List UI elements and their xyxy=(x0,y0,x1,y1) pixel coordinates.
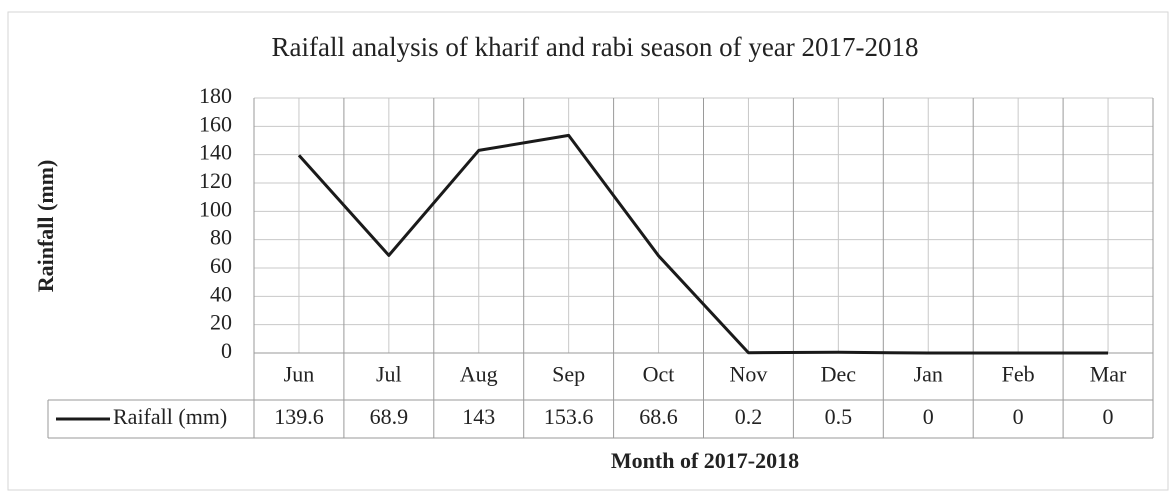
x-tick-label: Dec xyxy=(821,362,857,387)
y-tick-label: 0 xyxy=(221,338,232,363)
table-value: 68.9 xyxy=(370,404,409,429)
x-tick-label: Feb xyxy=(1002,362,1035,387)
table-value: 139.6 xyxy=(274,404,324,429)
y-tick-label: 160 xyxy=(199,111,232,136)
y-tick-label: 80 xyxy=(210,225,232,250)
x-tick-label: Sep xyxy=(552,362,585,387)
table-value: 0 xyxy=(1103,404,1114,429)
x-tick-label: Nov xyxy=(730,362,768,387)
y-tick-label: 20 xyxy=(210,310,232,335)
x-tick-label: Jul xyxy=(376,362,402,387)
y-tick-label: 100 xyxy=(199,196,232,221)
x-tick-label: Oct xyxy=(643,362,675,387)
x-tick-label: Jun xyxy=(284,362,315,387)
x-tick-label: Mar xyxy=(1090,362,1127,387)
x-tick-label: Jan xyxy=(914,362,943,387)
legend-label: Raifall (mm) xyxy=(113,404,227,429)
table-value: 0.5 xyxy=(825,404,853,429)
table-value: 153.6 xyxy=(544,404,594,429)
y-tick-label: 60 xyxy=(210,253,232,278)
table-value: 0 xyxy=(1013,404,1024,429)
y-tick-label: 120 xyxy=(199,168,232,193)
chart-frame xyxy=(7,11,1169,491)
y-axis-label: Rainfall (mm) xyxy=(33,160,58,293)
table-value: 68.6 xyxy=(639,404,678,429)
y-tick-label: 180 xyxy=(199,83,232,108)
table-value: 0.2 xyxy=(735,404,763,429)
y-tick-label: 40 xyxy=(210,281,232,306)
y-tick-label: 140 xyxy=(199,140,232,165)
x-tick-label: Aug xyxy=(460,362,498,387)
x-axis-label: Month of 2017-2018 xyxy=(611,448,799,473)
table-value: 0 xyxy=(923,404,934,429)
line-series xyxy=(297,133,1109,355)
chart-title: Raifall analysis of kharif and rabi seas… xyxy=(271,32,918,62)
table-value: 143 xyxy=(462,404,495,429)
